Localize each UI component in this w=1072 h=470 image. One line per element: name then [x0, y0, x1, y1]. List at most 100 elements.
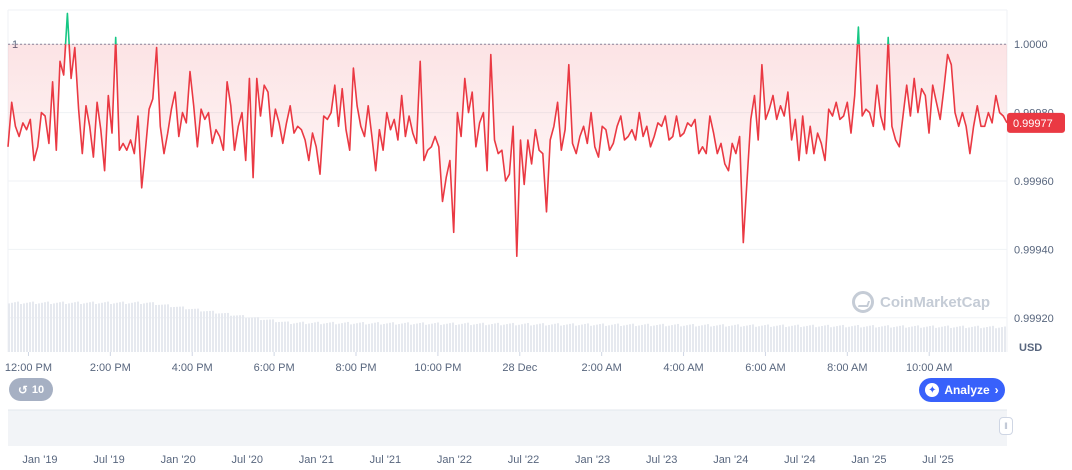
volume-bar: [794, 325, 796, 352]
volume-bar: [263, 319, 265, 352]
volume-bar: [620, 325, 622, 352]
volume-bar: [365, 324, 367, 352]
y-tick-label: 0.99920: [1014, 313, 1054, 325]
volume-bar: [272, 319, 274, 352]
volume-bar: [29, 302, 31, 352]
currency-label: USD: [1019, 342, 1043, 354]
volume-bar: [860, 327, 862, 352]
volume-bar: [602, 323, 604, 352]
volume-bar: [920, 327, 922, 352]
volume-bar: [14, 302, 16, 352]
volume-bar: [869, 325, 871, 352]
volume-bar: [260, 320, 262, 352]
volume-bar: [113, 303, 115, 352]
volume-bar: [914, 325, 916, 352]
analyze-button[interactable]: ✦ Analyze ›: [919, 378, 1005, 402]
volume-bar: [545, 325, 547, 352]
volume-bar: [368, 323, 370, 352]
volume-bar: [584, 323, 586, 352]
volume-bar: [707, 324, 709, 352]
volume-bar: [557, 323, 559, 352]
volume-bar: [959, 326, 961, 352]
volume-bar: [47, 301, 49, 352]
volume-bar: [527, 323, 529, 352]
navigator-track[interactable]: [8, 410, 1007, 446]
volume-bar: [917, 325, 919, 352]
navigator-tick-label: Jan '22: [437, 454, 472, 466]
volume-bar: [23, 303, 25, 352]
volume-bar: [458, 324, 460, 352]
x-tick-label: 4:00 AM: [663, 362, 703, 374]
volume-bar: [515, 325, 517, 352]
volume-bar: [95, 304, 97, 352]
volume-bar: [740, 326, 742, 352]
volume-bar: [146, 302, 148, 352]
volume-bar: [194, 308, 196, 352]
volume-bar: [518, 324, 520, 352]
volume-bar: [611, 324, 613, 352]
volume-bar: [599, 324, 601, 352]
volume-bar: [932, 325, 934, 352]
volume-bar: [995, 328, 997, 352]
volume-bar: [20, 304, 22, 352]
volume-bar: [38, 303, 40, 352]
volume-bar: [98, 303, 100, 352]
volume-bar: [614, 324, 616, 352]
volume-bar: [629, 324, 631, 352]
volume-bar: [803, 326, 805, 352]
volume-bar: [233, 315, 235, 352]
x-tick-label: 10:00 PM: [414, 362, 461, 374]
volume-bar: [416, 323, 418, 352]
volume-bar: [623, 325, 625, 352]
volume-bar: [32, 301, 34, 352]
volume-bar: [473, 324, 475, 352]
navigator-tick-label: Jan '19: [22, 454, 57, 466]
volume-bar: [512, 322, 514, 352]
volume-bar: [476, 323, 478, 352]
volume-bar: [35, 304, 37, 352]
volume-bar: [155, 305, 157, 352]
volume-bar: [173, 306, 175, 352]
volume-bar: [395, 324, 397, 352]
navigator-tick-label: Jan '23: [575, 454, 610, 466]
history-range-button[interactable]: ↺ 10: [9, 378, 53, 401]
volume-bar: [641, 324, 643, 352]
volume-bar: [203, 311, 205, 352]
volume-bar: [104, 302, 106, 352]
volume-bar: [110, 304, 112, 352]
navigator-handle[interactable]: ‖: [999, 417, 1013, 435]
volume-bar: [575, 325, 577, 352]
volume-bar: [371, 323, 373, 352]
volume-bar: [722, 324, 724, 352]
volume-bar: [119, 302, 121, 352]
volume-bar: [674, 324, 676, 352]
volume-bar: [962, 325, 964, 352]
volume-bar: [461, 323, 463, 352]
volume-bar: [956, 326, 958, 352]
volume-bar: [266, 319, 268, 352]
x-tick-label: 8:00 PM: [336, 362, 377, 374]
volume-bar: [671, 325, 673, 352]
below-reference-area: [8, 44, 1007, 257]
volume-bar: [533, 324, 535, 352]
volume-bar: [788, 326, 790, 352]
navigator-tick-label: Jan '20: [161, 454, 196, 466]
volume-bar: [698, 325, 700, 352]
volume-bar: [701, 325, 703, 352]
volume-bar: [647, 323, 649, 352]
navigator-tick-label: Jul '23: [646, 454, 677, 466]
volume-bar: [998, 327, 1000, 352]
volume-bar: [353, 323, 355, 352]
volume-bars: [8, 301, 1006, 352]
volume-bar: [269, 319, 271, 352]
x-tick-label: 10:00 AM: [906, 362, 952, 374]
volume-bar: [566, 324, 568, 352]
volume-bar: [383, 323, 385, 352]
volume-bar: [665, 326, 667, 352]
volume-bar: [449, 323, 451, 352]
volume-bar: [770, 326, 772, 352]
volume-bar: [497, 322, 499, 352]
navigator-tick-label: Jan '24: [713, 454, 748, 466]
volume-bar: [77, 301, 79, 352]
x-tick-label: 4:00 PM: [172, 362, 213, 374]
